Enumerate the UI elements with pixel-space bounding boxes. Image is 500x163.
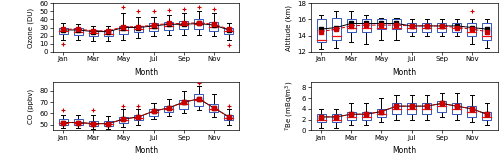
X-axis label: Month: Month — [392, 67, 416, 76]
Bar — [210, 104, 218, 112]
Bar — [104, 121, 113, 126]
Bar — [407, 23, 416, 32]
Y-axis label: CO (ppbv): CO (ppbv) — [28, 89, 34, 124]
Bar — [422, 23, 431, 32]
Bar — [194, 19, 203, 29]
Bar — [452, 23, 462, 32]
Bar — [377, 19, 386, 29]
Bar — [468, 23, 476, 36]
Bar — [119, 26, 128, 34]
Bar — [74, 119, 82, 125]
Bar — [194, 94, 203, 106]
Bar — [437, 23, 446, 32]
Bar — [88, 121, 98, 126]
Bar — [377, 109, 386, 117]
Bar — [58, 28, 68, 34]
Bar — [104, 30, 113, 36]
Bar — [316, 114, 326, 122]
Bar — [74, 28, 82, 35]
Bar — [332, 114, 340, 122]
Bar — [164, 22, 173, 30]
Y-axis label: Altitude (km): Altitude (km) — [286, 5, 292, 51]
Y-axis label: Ozone (DU): Ozone (DU) — [28, 7, 34, 48]
Bar — [134, 115, 143, 120]
Bar — [468, 106, 476, 117]
Bar — [316, 19, 326, 42]
Bar — [119, 117, 128, 123]
Bar — [362, 111, 371, 120]
Bar — [422, 104, 431, 114]
Bar — [437, 101, 446, 111]
Bar — [224, 28, 234, 34]
Bar — [392, 19, 401, 29]
Bar — [332, 18, 340, 40]
Bar — [392, 104, 401, 114]
Bar — [482, 111, 492, 120]
Bar — [134, 26, 143, 32]
Bar — [362, 19, 371, 32]
Bar — [210, 22, 218, 31]
Y-axis label: $^7$Be (mBq/m$^3$): $^7$Be (mBq/m$^3$) — [284, 81, 296, 131]
Bar — [224, 115, 234, 120]
Bar — [346, 111, 356, 120]
Bar — [482, 23, 492, 40]
Bar — [179, 100, 188, 109]
Bar — [149, 109, 158, 116]
Bar — [88, 30, 98, 36]
Bar — [346, 19, 356, 32]
Bar — [164, 106, 173, 112]
Bar — [407, 104, 416, 114]
Bar — [149, 23, 158, 31]
Bar — [452, 104, 462, 114]
X-axis label: Month: Month — [392, 146, 416, 155]
Bar — [58, 119, 68, 125]
X-axis label: Month: Month — [134, 146, 158, 155]
Bar — [179, 21, 188, 29]
X-axis label: Month: Month — [134, 67, 158, 76]
